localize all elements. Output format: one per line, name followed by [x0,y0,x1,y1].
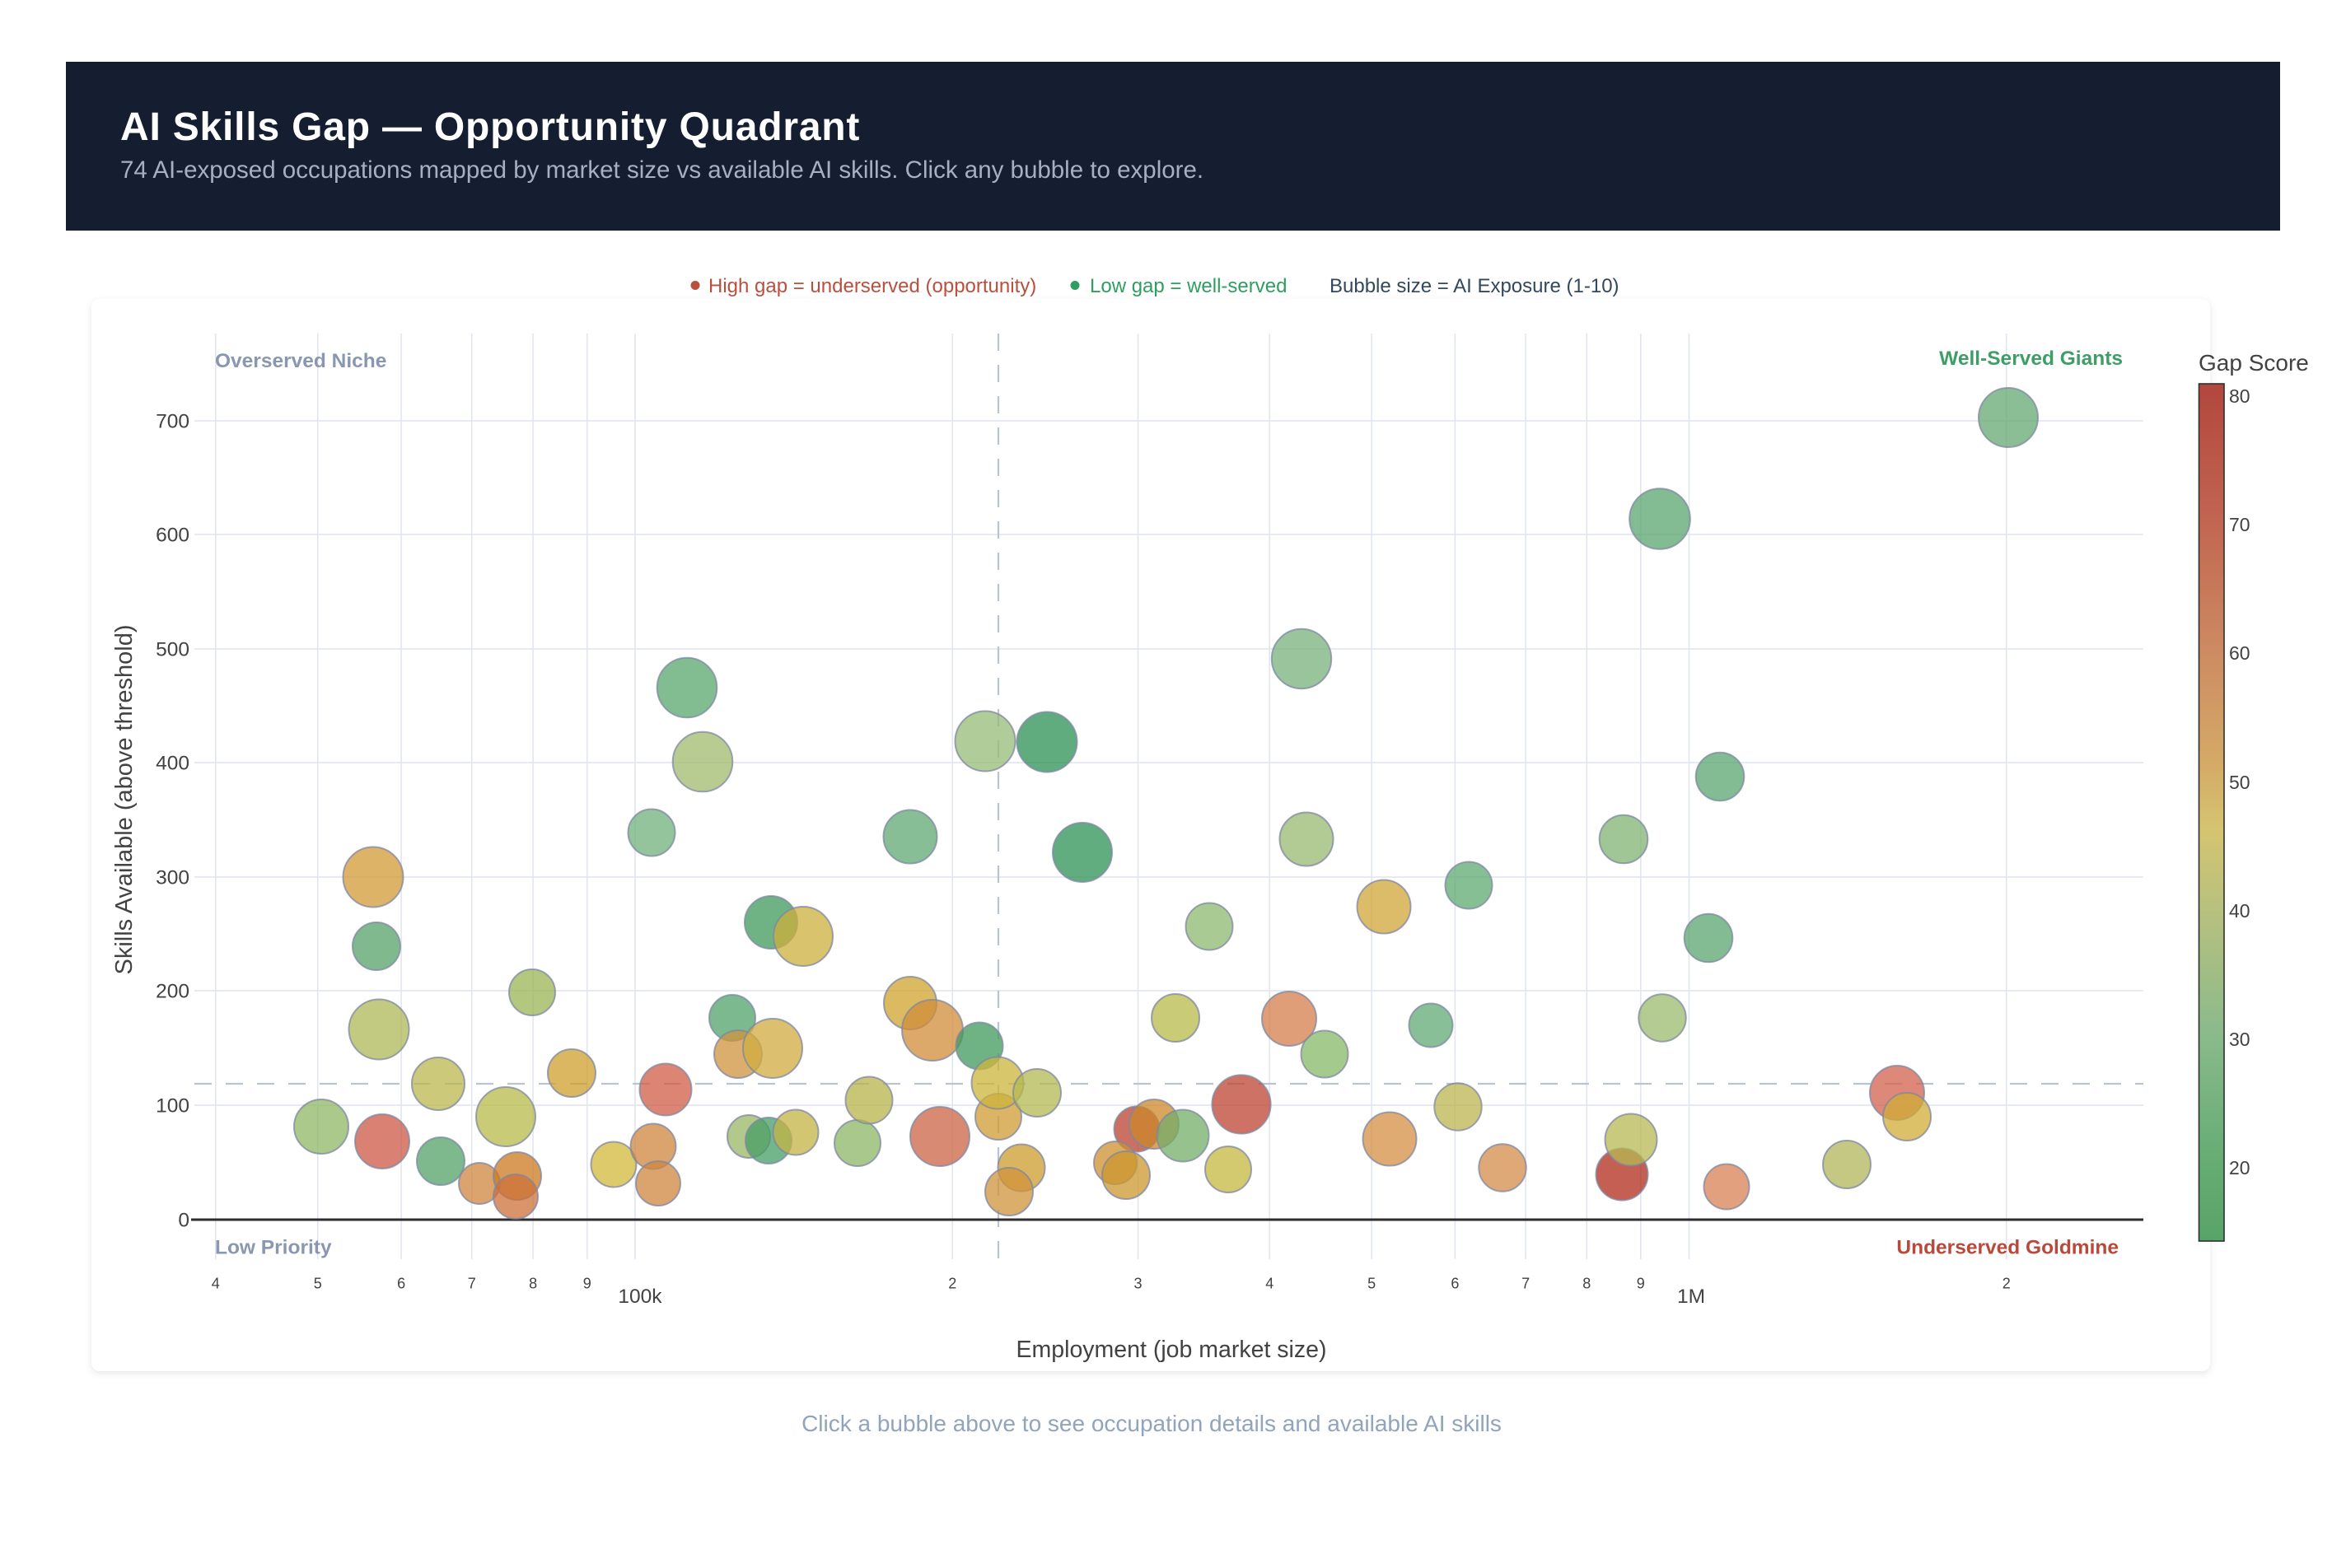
svg-text:Well-Served Giants: Well-Served Giants [1939,348,2123,370]
svg-text:2: 2 [2003,1275,2011,1291]
svg-text:5: 5 [1367,1275,1376,1291]
svg-text:3: 3 [1133,1275,1142,1291]
svg-text:8: 8 [1582,1275,1591,1291]
svg-text:40: 40 [2229,900,2250,922]
svg-text:6: 6 [397,1275,405,1291]
svg-text:Low Priority: Low Priority [215,1237,332,1259]
svg-text:9: 9 [583,1275,591,1291]
svg-text:Skills Available (above thresh: Skills Available (above threshold) [111,624,138,974]
svg-text:100: 100 [156,1095,189,1118]
svg-text:2: 2 [948,1275,956,1291]
svg-text:Bubble size = AI Exposure (1-1: Bubble size = AI Exposure (1-10) [1330,275,1619,297]
svg-text:7: 7 [1521,1275,1530,1291]
svg-text:100k: 100k [618,1286,662,1308]
svg-text:80: 80 [2229,385,2250,407]
svg-text:300: 300 [156,867,189,889]
svg-text:1M: 1M [1677,1286,1705,1308]
svg-text:8: 8 [529,1275,537,1291]
svg-text:50: 50 [2229,772,2250,793]
svg-text:500: 500 [156,639,189,661]
svg-text:9: 9 [1637,1275,1645,1291]
svg-text:400: 400 [156,753,189,775]
svg-text:Low gap = well-served: Low gap = well-served [1090,275,1287,297]
svg-text:60: 60 [2229,642,2250,664]
svg-text:Overserved Niche: Overserved Niche [215,350,386,372]
svg-text:70: 70 [2229,514,2250,535]
svg-text:Click a bubble above to see oc: Click a bubble above to see occupation d… [801,1411,1502,1436]
svg-text:20: 20 [2229,1157,2250,1178]
svg-text:7: 7 [468,1275,476,1291]
svg-text:Underserved Goldmine: Underserved Goldmine [1896,1237,2119,1259]
svg-text:700: 700 [156,411,189,433]
svg-text:High gap = underserved (opport: High gap = underserved (opportunity) [708,275,1036,297]
svg-text:200: 200 [156,981,189,1003]
svg-text:Employment (job market size): Employment (job market size) [1016,1337,1327,1363]
svg-text:0: 0 [178,1210,189,1232]
svg-text:Gap Score: Gap Score [2199,350,2309,376]
svg-text:4: 4 [1265,1275,1273,1291]
svg-text:30: 30 [2229,1029,2250,1050]
svg-text:6: 6 [1451,1275,1459,1291]
svg-text:600: 600 [156,525,189,547]
svg-text:5: 5 [314,1275,322,1291]
svg-text:4: 4 [212,1275,220,1291]
